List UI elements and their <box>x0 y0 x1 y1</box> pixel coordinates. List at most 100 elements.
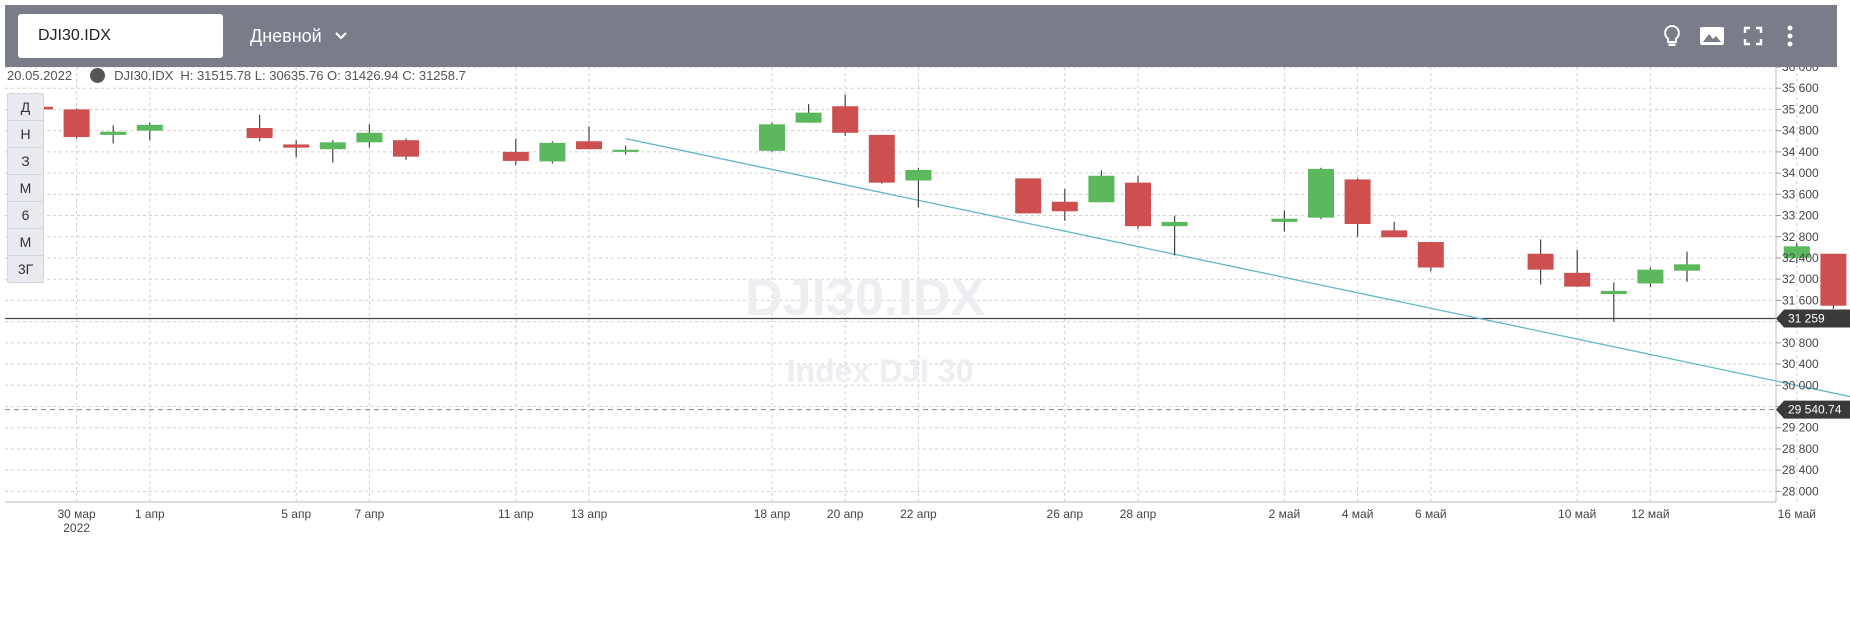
range-6m-digit[interactable]: 6 <box>8 202 43 229</box>
x-tick-label: 10 май <box>1558 507 1596 521</box>
candle-up <box>905 169 932 181</box>
range-day[interactable]: Д <box>8 94 43 121</box>
range-3m-digit[interactable]: З <box>8 148 43 175</box>
price-tag-shape <box>1776 400 1850 419</box>
candle-up <box>1088 175 1115 203</box>
candle-up <box>759 124 785 151</box>
trendline[interactable] <box>625 137 1850 471</box>
x-axis: 30 мар 1 апр 5 апр 7 апр 11 апр 13 апр 18 апр 2… <box>5 501 1816 535</box>
x-tick-label: 12 май <box>1631 507 1669 521</box>
candle-up <box>612 149 639 152</box>
period-label: Дневной <box>250 25 322 46</box>
x-tick-label: 11 апр <box>498 507 534 521</box>
y-tick-label: 34 400 <box>1782 145 1819 159</box>
more-vertical-icon[interactable] <box>1776 22 1804 50</box>
candle-down <box>63 109 90 138</box>
info-ohlc: H: 31515.78 L: 30635.76 O: 31426.94 C: 3… <box>180 68 466 83</box>
candle-up <box>356 132 383 143</box>
candle-down <box>1820 253 1847 306</box>
x-tick-label: 13 апр <box>571 507 608 521</box>
fullscreen-icon[interactable] <box>1739 22 1767 50</box>
series-dot-icon <box>90 68 106 83</box>
candle-down <box>1527 253 1554 270</box>
candles <box>27 94 1847 322</box>
y-tick-label: 34 000 <box>1782 166 1819 180</box>
candle-up <box>1600 290 1627 295</box>
x-tick-label: 30 мар <box>57 507 96 521</box>
trendline-segment[interactable] <box>625 137 1850 471</box>
y-tick-label: 34 800 <box>1782 124 1819 138</box>
x-tick-label: 1 апр <box>135 507 165 521</box>
x-tick-label: 26 апр <box>1047 507 1084 521</box>
price-tag-label: 31 259 <box>1788 312 1825 326</box>
info-symbol: DJI30.IDX <box>114 68 174 83</box>
candle-down <box>1051 201 1078 212</box>
candle-up <box>1637 269 1664 284</box>
candle-down <box>393 140 419 157</box>
candle-up <box>1674 264 1700 271</box>
range-6m-unit[interactable]: М <box>8 229 43 256</box>
price-tag: 31 259 <box>1776 309 1850 328</box>
y-tick-label: 31 600 <box>1782 293 1819 307</box>
candle-down <box>283 144 310 148</box>
candle-up <box>136 124 163 131</box>
price-tag: 29 540.74 <box>1776 400 1850 419</box>
y-tick-label: 30 800 <box>1782 336 1819 350</box>
candle-down <box>1564 272 1591 287</box>
candle-up <box>1161 221 1188 227</box>
candle-up <box>1271 218 1298 222</box>
candle-down <box>1125 182 1151 227</box>
x-tick-label: 7 апр <box>354 507 384 521</box>
range-week[interactable]: Н <box>8 121 43 148</box>
info-line: 20.05.2022 DJI30.IDX H: 31515.78 L: 3063… <box>7 68 466 83</box>
range-3y[interactable]: 3Г <box>17 261 34 277</box>
x-tick-label: 28 апр <box>1120 507 1157 521</box>
image-icon[interactable] <box>1698 22 1726 50</box>
candle-down <box>576 141 602 150</box>
x-year-label: 2022 <box>63 521 90 535</box>
x-tick-label: 20 апр <box>827 507 864 521</box>
info-date: 20.05.2022 <box>7 68 73 83</box>
y-tick-label: 32 800 <box>1782 230 1819 244</box>
x-tick-label: 2 май <box>1269 507 1301 521</box>
y-tick-label: 35 600 <box>1782 81 1819 95</box>
candle-down <box>502 151 529 161</box>
candle-down <box>246 128 273 139</box>
y-tick-label: 28 400 <box>1782 463 1819 477</box>
y-tick-label: 29 200 <box>1782 421 1819 435</box>
candle-up <box>1783 246 1810 258</box>
y-tick-label: 33 200 <box>1782 209 1819 223</box>
lightbulb-icon[interactable] <box>1658 22 1686 50</box>
y-tick-label: 30 400 <box>1782 357 1819 371</box>
y-tick-label: 28 800 <box>1782 442 1819 456</box>
range-3m-unit[interactable]: М <box>8 175 43 202</box>
y-tick-label: 30 000 <box>1782 378 1819 392</box>
candle-up <box>100 131 127 135</box>
y-tick-label: 35 200 <box>1782 102 1819 116</box>
y-tick-label: 32 000 <box>1782 272 1819 286</box>
toolbar: Дневной <box>5 5 1837 67</box>
symbol-input[interactable] <box>18 14 223 58</box>
x-tick-label: 18 апр <box>754 507 791 521</box>
candle-down <box>1344 179 1371 225</box>
candle-up <box>319 142 346 150</box>
price-tag-label: 29 540.74 <box>1788 403 1842 417</box>
candle-up <box>1308 168 1334 218</box>
candle-down <box>1417 242 1444 268</box>
range-selector: Д Н З М 6 М 3Г <box>7 93 44 283</box>
candle-down <box>868 134 895 183</box>
period-dropdown[interactable]: Дневной <box>250 5 348 67</box>
y-tick-label: 33 600 <box>1782 187 1819 201</box>
watermark-name: Index DJI 30 <box>787 353 974 389</box>
price-tag-shape <box>1776 309 1850 328</box>
x-tick-label: 6 май <box>1415 507 1447 521</box>
candle-down <box>1381 230 1408 238</box>
candle-up <box>795 112 822 123</box>
candle-down <box>832 106 859 133</box>
x-tick-label: 22 апр <box>900 507 937 521</box>
y-tick-label: 32 400 <box>1782 251 1819 265</box>
watermark: DJI30.IDX Index DJI 30 <box>745 269 985 389</box>
candle-up <box>539 142 566 162</box>
